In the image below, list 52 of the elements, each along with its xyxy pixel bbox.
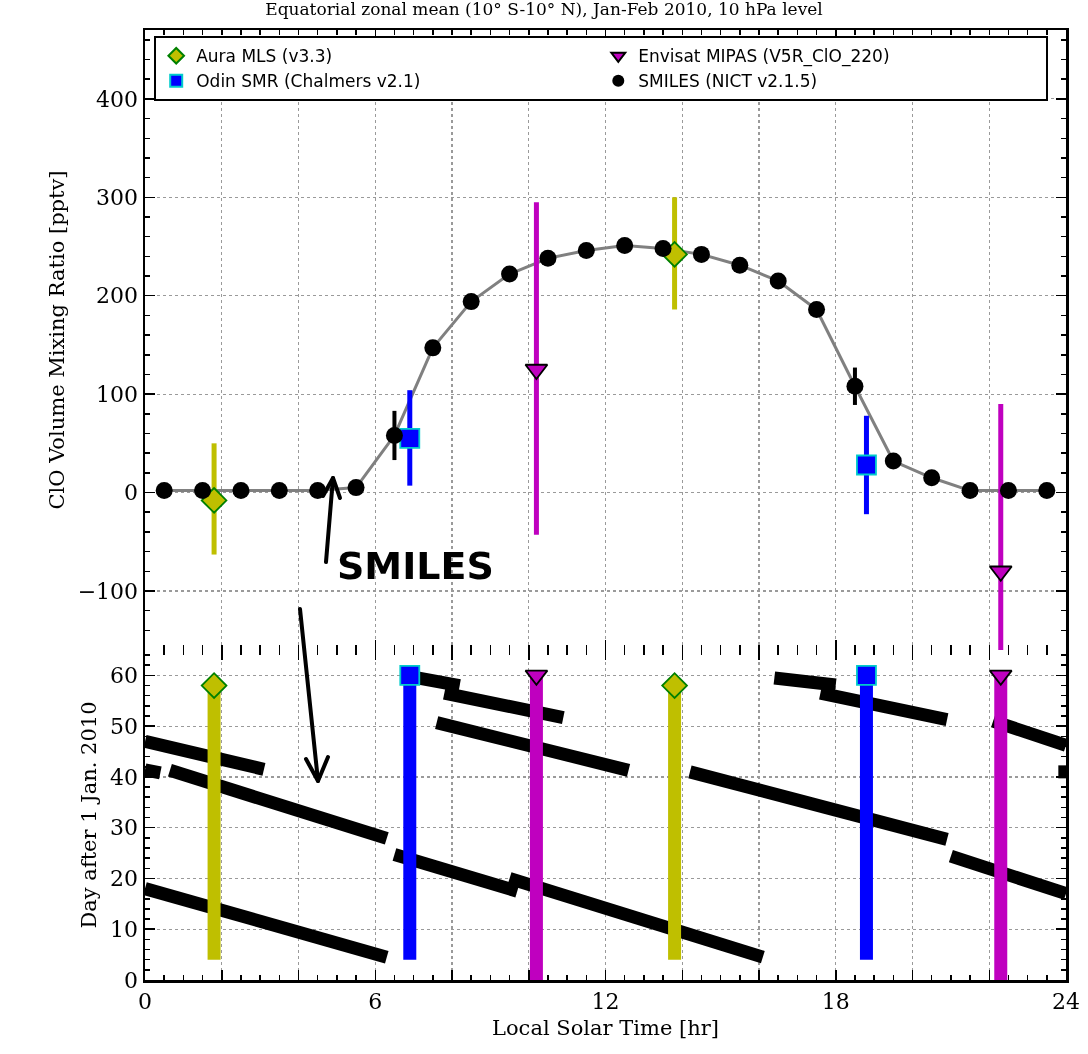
- point: [856, 454, 877, 476]
- point: [194, 482, 212, 500]
- point: [424, 339, 442, 357]
- y-tick-label: 30: [110, 815, 139, 841]
- point: [577, 241, 595, 259]
- y-tick-label: 200: [96, 283, 139, 309]
- point: [961, 482, 979, 500]
- y-axis-title: ClO Volume Mixing Ratio [pptv]: [44, 170, 69, 510]
- y-tick-label: −100: [77, 578, 139, 604]
- y-tick-label: 0: [124, 480, 139, 506]
- point: [808, 300, 826, 318]
- point: [270, 482, 288, 500]
- point: [616, 237, 634, 255]
- y-tick-label: 400: [96, 86, 139, 112]
- point: [731, 256, 749, 274]
- y-tick-label: 40: [110, 764, 139, 790]
- point: [769, 272, 787, 290]
- y-tick-label: 300: [96, 185, 139, 210]
- point: [232, 482, 250, 500]
- point: [999, 482, 1017, 500]
- legend-label: Odin SMR (Chalmers v2.1): [196, 71, 421, 92]
- point: [385, 426, 403, 444]
- y-tick-label: 10: [110, 916, 139, 942]
- y-tick-label: 100: [96, 381, 139, 407]
- legend-label: Aura MLS (v3.3): [196, 46, 333, 67]
- point: [462, 293, 480, 311]
- y-tick-label: 60: [110, 663, 139, 689]
- x-tick-label: 18: [821, 988, 850, 1014]
- annotation: SMILES: [337, 544, 494, 588]
- legend-label: Envisat MIPAS (V5R_ClO_220): [638, 46, 890, 68]
- point: [399, 428, 421, 449]
- y-axis-title: Day after 1 Jan. 2010: [77, 701, 101, 929]
- chart-title: Equatorial zonal mean (10° S-10° N), Jan-Feb 2010, 10 hPa level: [265, 0, 823, 19]
- point: [923, 469, 941, 487]
- point: [654, 239, 672, 257]
- legend-label: SMILES (NICT v2.1.5): [638, 71, 818, 92]
- point: [1038, 482, 1056, 500]
- point: [200, 487, 228, 514]
- point: [155, 482, 173, 500]
- x-tick-label: 24: [1052, 988, 1080, 1014]
- x-tick-label: 6: [368, 988, 383, 1014]
- point: [692, 245, 710, 263]
- point: [884, 452, 902, 470]
- point: [501, 265, 519, 283]
- point: [347, 479, 365, 497]
- y-tick-label: 20: [110, 866, 139, 892]
- y-tick-label: 50: [110, 713, 139, 739]
- point: [539, 249, 557, 267]
- point: [846, 377, 864, 395]
- x-axis-title: Local Solar Time [hr]: [492, 1016, 719, 1041]
- y-tick-label: 0: [124, 967, 139, 993]
- x-tick-label: 12: [591, 988, 620, 1014]
